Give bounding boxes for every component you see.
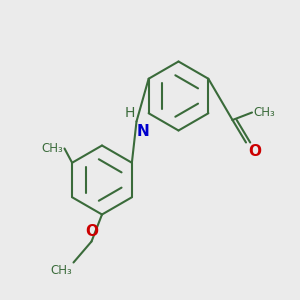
Text: CH₃: CH₃ xyxy=(50,264,72,277)
Text: O: O xyxy=(248,144,261,159)
Text: CH₃: CH₃ xyxy=(41,142,63,155)
Text: H: H xyxy=(124,106,135,120)
Text: O: O xyxy=(85,224,98,239)
Text: N: N xyxy=(137,124,150,139)
Text: CH₃: CH₃ xyxy=(254,106,275,119)
